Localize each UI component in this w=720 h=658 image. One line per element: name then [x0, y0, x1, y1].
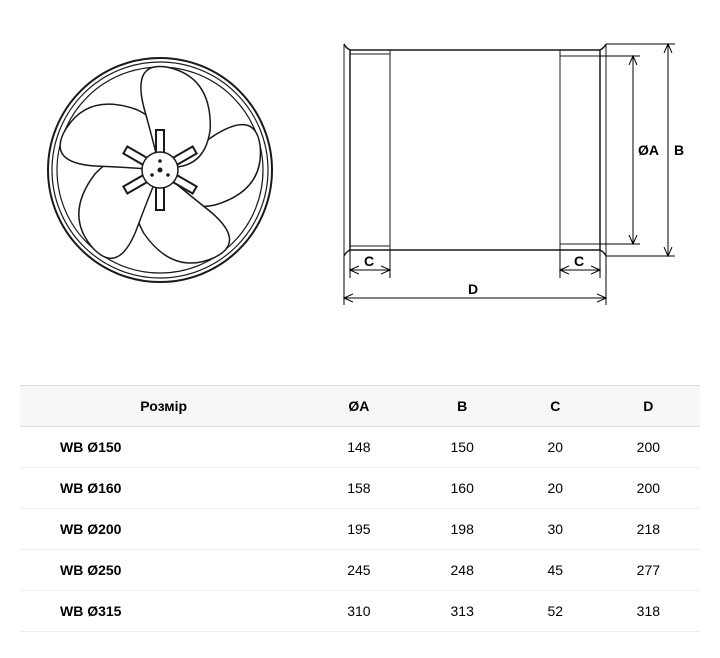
cell-value: 310: [307, 591, 410, 632]
table-row: WB Ø15014815020200: [20, 427, 700, 468]
dimensions-table: Розмір ØA B C D WB Ø15014815020200WB Ø16…: [20, 385, 700, 632]
cell-value: 195: [307, 509, 410, 550]
cell-model: WB Ø150: [20, 427, 307, 468]
col-c: C: [514, 386, 597, 427]
cell-value: 198: [411, 509, 514, 550]
cell-value: 20: [514, 427, 597, 468]
dim-label-diameter-a: ØA: [638, 142, 659, 158]
dim-label-b: B: [674, 142, 684, 158]
technical-diagrams: ØA B C C: [20, 20, 700, 325]
cell-value: 245: [307, 550, 410, 591]
cell-value: 30: [514, 509, 597, 550]
dim-label-c-left: C: [364, 253, 374, 269]
cell-value: 45: [514, 550, 597, 591]
table-row: WB Ø25024524845277: [20, 550, 700, 591]
cell-value: 52: [514, 591, 597, 632]
cell-model: WB Ø160: [20, 468, 307, 509]
cell-value: 148: [307, 427, 410, 468]
col-d: D: [597, 386, 700, 427]
cell-value: 318: [597, 591, 700, 632]
cell-value: 158: [307, 468, 410, 509]
fan-front-view: [40, 50, 280, 295]
table-row: WB Ø16015816020200: [20, 468, 700, 509]
cell-value: 248: [411, 550, 514, 591]
col-diameter-a: ØA: [307, 386, 410, 427]
table-row: WB Ø31531031352318: [20, 591, 700, 632]
cell-value: 200: [597, 427, 700, 468]
dim-label-c-right: C: [574, 253, 584, 269]
col-size: Розмір: [20, 386, 307, 427]
dim-label-d: D: [468, 281, 478, 297]
cell-model: WB Ø200: [20, 509, 307, 550]
cell-model: WB Ø315: [20, 591, 307, 632]
cell-value: 160: [411, 468, 514, 509]
cell-model: WB Ø250: [20, 550, 307, 591]
table-header-row: Розмір ØA B C D: [20, 386, 700, 427]
cell-value: 150: [411, 427, 514, 468]
cell-value: 200: [597, 468, 700, 509]
cell-value: 277: [597, 550, 700, 591]
cell-value: 313: [411, 591, 514, 632]
table-row: WB Ø20019519830218: [20, 509, 700, 550]
cell-value: 20: [514, 468, 597, 509]
fan-side-view: ØA B C C: [320, 20, 720, 325]
col-b: B: [411, 386, 514, 427]
cell-value: 218: [597, 509, 700, 550]
